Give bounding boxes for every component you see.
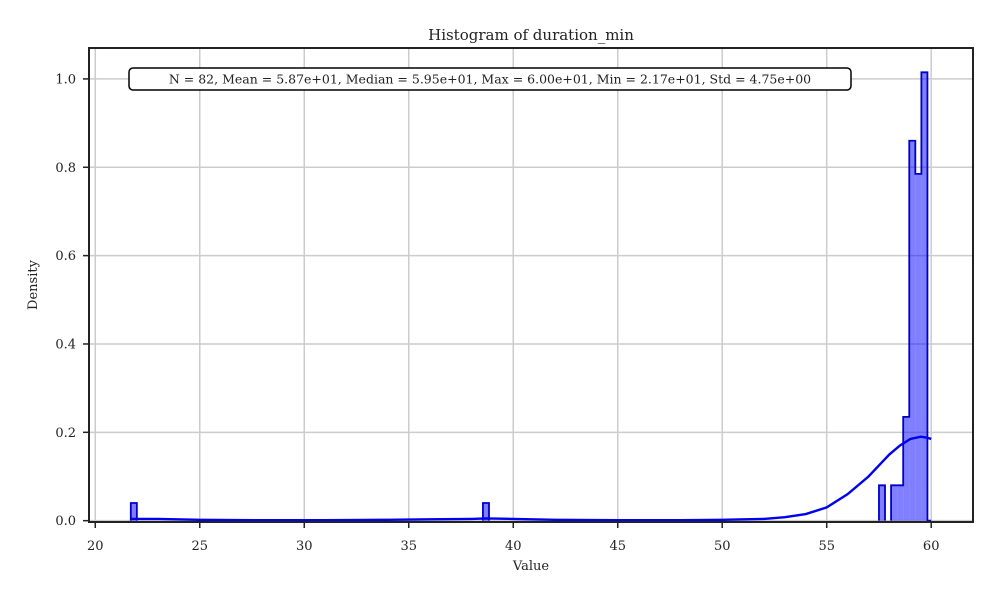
histogram-step-outline: [878, 484, 886, 521]
histogram-bar: [130, 503, 137, 521]
histogram-bar: [878, 485, 886, 521]
x-tick-label: 50: [714, 539, 731, 554]
histogram-step-outline: [482, 502, 490, 521]
x-tick-label: 20: [87, 539, 104, 554]
y-tick-label: 0.2: [55, 426, 76, 441]
y-tick-label: 0.4: [55, 337, 76, 352]
histogram-bar: [915, 173, 922, 521]
x-tick-label: 40: [505, 539, 522, 554]
histogram-bar: [897, 485, 904, 521]
x-tick-label: 45: [609, 539, 626, 554]
histogram-step-outline: [890, 71, 932, 522]
x-tick-label: 35: [400, 539, 417, 554]
histogram-bar: [482, 503, 489, 521]
plot-frame: [88, 47, 974, 523]
x-axis-ticks: 20 25 30 35 40 45 50 55 60: [87, 522, 939, 554]
y-tick-label: 0.8: [55, 161, 76, 176]
y-tick-label: 0.0: [55, 514, 76, 529]
histogram-bar: [921, 72, 928, 521]
stats-box: [128, 67, 852, 91]
histogram-step-outline: [129, 502, 138, 521]
grid: [89, 48, 973, 522]
y-axis-label: Density: [26, 259, 41, 310]
stats-annotation: N = 82, Mean = 5.87e+01, Median = 5.95e+…: [128, 67, 852, 91]
y-axis-ticks: 0.0 0.2 0.4 0.6 0.8 1.0: [55, 72, 89, 529]
histogram-bar: [903, 416, 910, 521]
x-tick-label: 55: [818, 539, 835, 554]
y-tick-label: 0.6: [55, 249, 76, 264]
x-axis-label: Value: [512, 559, 549, 574]
kde-curve: [130, 435, 932, 522]
stats-text: N = 82, Mean = 5.87e+01, Median = 5.95e+…: [169, 72, 811, 87]
x-tick-label: 60: [923, 539, 940, 554]
y-tick-label: 1.0: [55, 72, 76, 87]
histogram-bar: [891, 485, 898, 521]
histogram-bar: [909, 140, 916, 521]
x-tick-label: 25: [191, 539, 208, 554]
chart-title: Histogram of duration_min: [428, 26, 634, 44]
histogram-bars: [129, 71, 932, 522]
x-tick-label: 30: [296, 539, 313, 554]
